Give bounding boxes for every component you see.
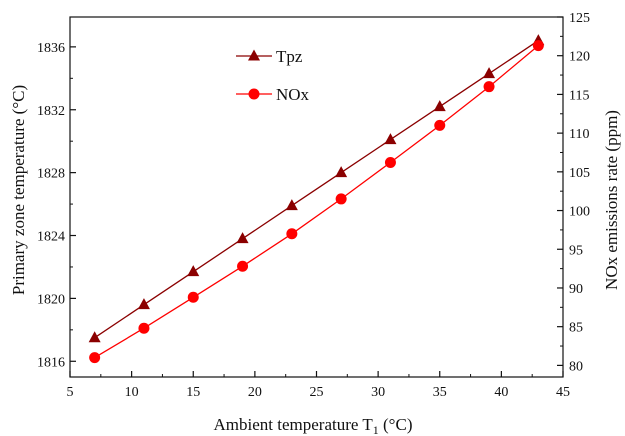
data-point-tpz bbox=[483, 67, 496, 79]
series-layer bbox=[88, 34, 545, 364]
y-right-tick-label: 110 bbox=[569, 127, 589, 142]
legend-marker-triangle bbox=[248, 49, 260, 61]
data-point-nox bbox=[237, 260, 249, 272]
legend-marker-circle bbox=[248, 88, 260, 100]
y-left-tick-label: 1816 bbox=[37, 355, 65, 370]
data-point-nox bbox=[335, 193, 347, 205]
y-left-tick-label: 1836 bbox=[37, 41, 65, 56]
legend-label: Tpz bbox=[276, 47, 303, 66]
data-point-nox bbox=[483, 81, 495, 93]
data-point-nox bbox=[532, 40, 544, 52]
legend-label: NOx bbox=[276, 85, 310, 104]
data-point-tpz bbox=[236, 232, 249, 244]
x-tick-label: 5 bbox=[67, 385, 74, 400]
series-nox bbox=[89, 40, 544, 364]
legend-item-nox: NOx bbox=[236, 85, 310, 104]
data-point-nox bbox=[384, 157, 396, 169]
x-tick-label: 45 bbox=[556, 385, 570, 400]
y-axis-right: 80 85 90 95 100 105 110 115 120 125 bbox=[557, 11, 590, 374]
data-point-nox bbox=[138, 322, 150, 334]
y-right-tick-label: 80 bbox=[569, 359, 583, 374]
data-point-tpz bbox=[137, 298, 150, 310]
series-line-nox bbox=[94, 45, 539, 359]
x-tick-label: 40 bbox=[494, 385, 508, 400]
y-right-tick-label: 95 bbox=[569, 243, 583, 258]
data-point-nox bbox=[434, 119, 446, 131]
x-tick-label: 15 bbox=[186, 385, 200, 400]
y-right-tick-label: 100 bbox=[569, 205, 590, 220]
legend: Tpz NOx bbox=[236, 47, 310, 104]
y-right-tick-label: 120 bbox=[569, 50, 590, 65]
x-tick-label: 10 bbox=[125, 385, 139, 400]
data-point-nox bbox=[187, 291, 199, 303]
x-axis-title-subscript: 1 bbox=[373, 423, 379, 436]
y-left-tick-label: 1824 bbox=[37, 230, 65, 245]
x-axis-title: Ambient temperature T1 (°C) bbox=[214, 415, 413, 436]
data-point-nox bbox=[89, 352, 101, 364]
y-axis-left: 1816 1820 1824 1828 1832 1836 bbox=[37, 41, 76, 370]
data-point-tpz bbox=[187, 265, 200, 277]
y-right-tick-label: 115 bbox=[569, 88, 589, 103]
y-left-tick-label: 1828 bbox=[37, 167, 65, 182]
x-tick-label: 20 bbox=[248, 385, 262, 400]
y-right-tick-label: 125 bbox=[569, 11, 590, 26]
series-tpz bbox=[88, 34, 545, 343]
x-tick-label: 25 bbox=[310, 385, 324, 400]
data-point-nox bbox=[286, 228, 298, 240]
data-point-tpz bbox=[433, 100, 446, 112]
y-axis-left-title: Primary zone temperature (°C) bbox=[9, 85, 28, 295]
data-point-tpz bbox=[88, 331, 101, 343]
y-left-tick-label: 1820 bbox=[37, 292, 65, 307]
y-left-tick-label: 1832 bbox=[37, 104, 65, 119]
x-tick-label: 30 bbox=[371, 385, 385, 400]
data-point-tpz bbox=[384, 133, 397, 145]
series-line-tpz bbox=[94, 40, 539, 339]
x-tick-label: 35 bbox=[433, 385, 447, 400]
y-right-tick-label: 105 bbox=[569, 166, 590, 181]
y-right-tick-label: 90 bbox=[569, 282, 583, 297]
y-axis-right-title: NOx emissions rate (ppm) bbox=[602, 110, 621, 290]
legend-item-tpz: Tpz bbox=[236, 47, 303, 66]
data-point-tpz bbox=[335, 166, 348, 178]
x-axis-title-text: Ambient temperature T bbox=[214, 415, 374, 434]
y-right-tick-label: 85 bbox=[569, 321, 583, 336]
data-point-tpz bbox=[285, 199, 298, 211]
x-axis-title-suffix: (°C) bbox=[379, 415, 413, 434]
x-axis: 5 10 15 20 25 30 35 40 45 bbox=[67, 371, 570, 400]
